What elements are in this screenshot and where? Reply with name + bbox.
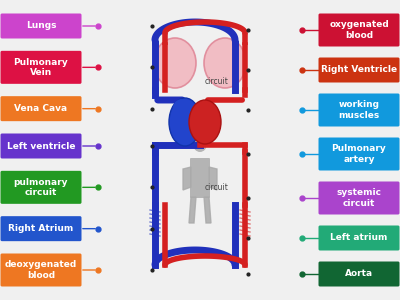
FancyBboxPatch shape [0,51,82,84]
FancyBboxPatch shape [318,58,400,82]
Ellipse shape [189,100,221,144]
FancyBboxPatch shape [190,158,210,198]
FancyBboxPatch shape [0,171,82,204]
Text: pulmonary
circuit: pulmonary circuit [14,178,68,197]
Text: working
muscles: working muscles [338,100,380,119]
Ellipse shape [169,98,201,146]
Polygon shape [189,197,196,223]
FancyBboxPatch shape [318,137,400,170]
Polygon shape [204,197,211,223]
Text: Pulmonary
artery: Pulmonary artery [332,145,386,164]
Text: circuit: circuit [205,184,229,193]
FancyBboxPatch shape [0,216,82,241]
Text: Aorta: Aorta [345,269,373,278]
Ellipse shape [193,136,207,152]
FancyBboxPatch shape [318,94,400,127]
FancyBboxPatch shape [318,262,400,286]
FancyBboxPatch shape [318,226,400,250]
Ellipse shape [204,38,246,88]
FancyBboxPatch shape [0,254,82,286]
Text: Left ventricle: Left ventricle [7,142,75,151]
FancyBboxPatch shape [0,134,82,158]
Text: Right Ventricle: Right Ventricle [321,65,397,74]
Text: Left atrium: Left atrium [330,233,388,242]
FancyBboxPatch shape [318,182,400,214]
Text: Vena Cava: Vena Cava [14,104,68,113]
FancyBboxPatch shape [0,96,82,121]
Ellipse shape [173,99,191,117]
Text: circuit: circuit [205,77,229,86]
Text: systemic
circuit: systemic circuit [336,188,382,208]
Polygon shape [183,167,191,190]
Polygon shape [209,167,217,190]
Ellipse shape [154,38,196,88]
FancyBboxPatch shape [318,14,400,46]
Text: deoxygenated
blood: deoxygenated blood [5,260,77,280]
Text: Lungs: Lungs [26,22,56,31]
Text: Pulmonary
Vein: Pulmonary Vein [14,58,68,77]
FancyBboxPatch shape [0,14,82,38]
Text: Right Atrium: Right Atrium [8,224,74,233]
Text: oxygenated
blood: oxygenated blood [329,20,389,40]
